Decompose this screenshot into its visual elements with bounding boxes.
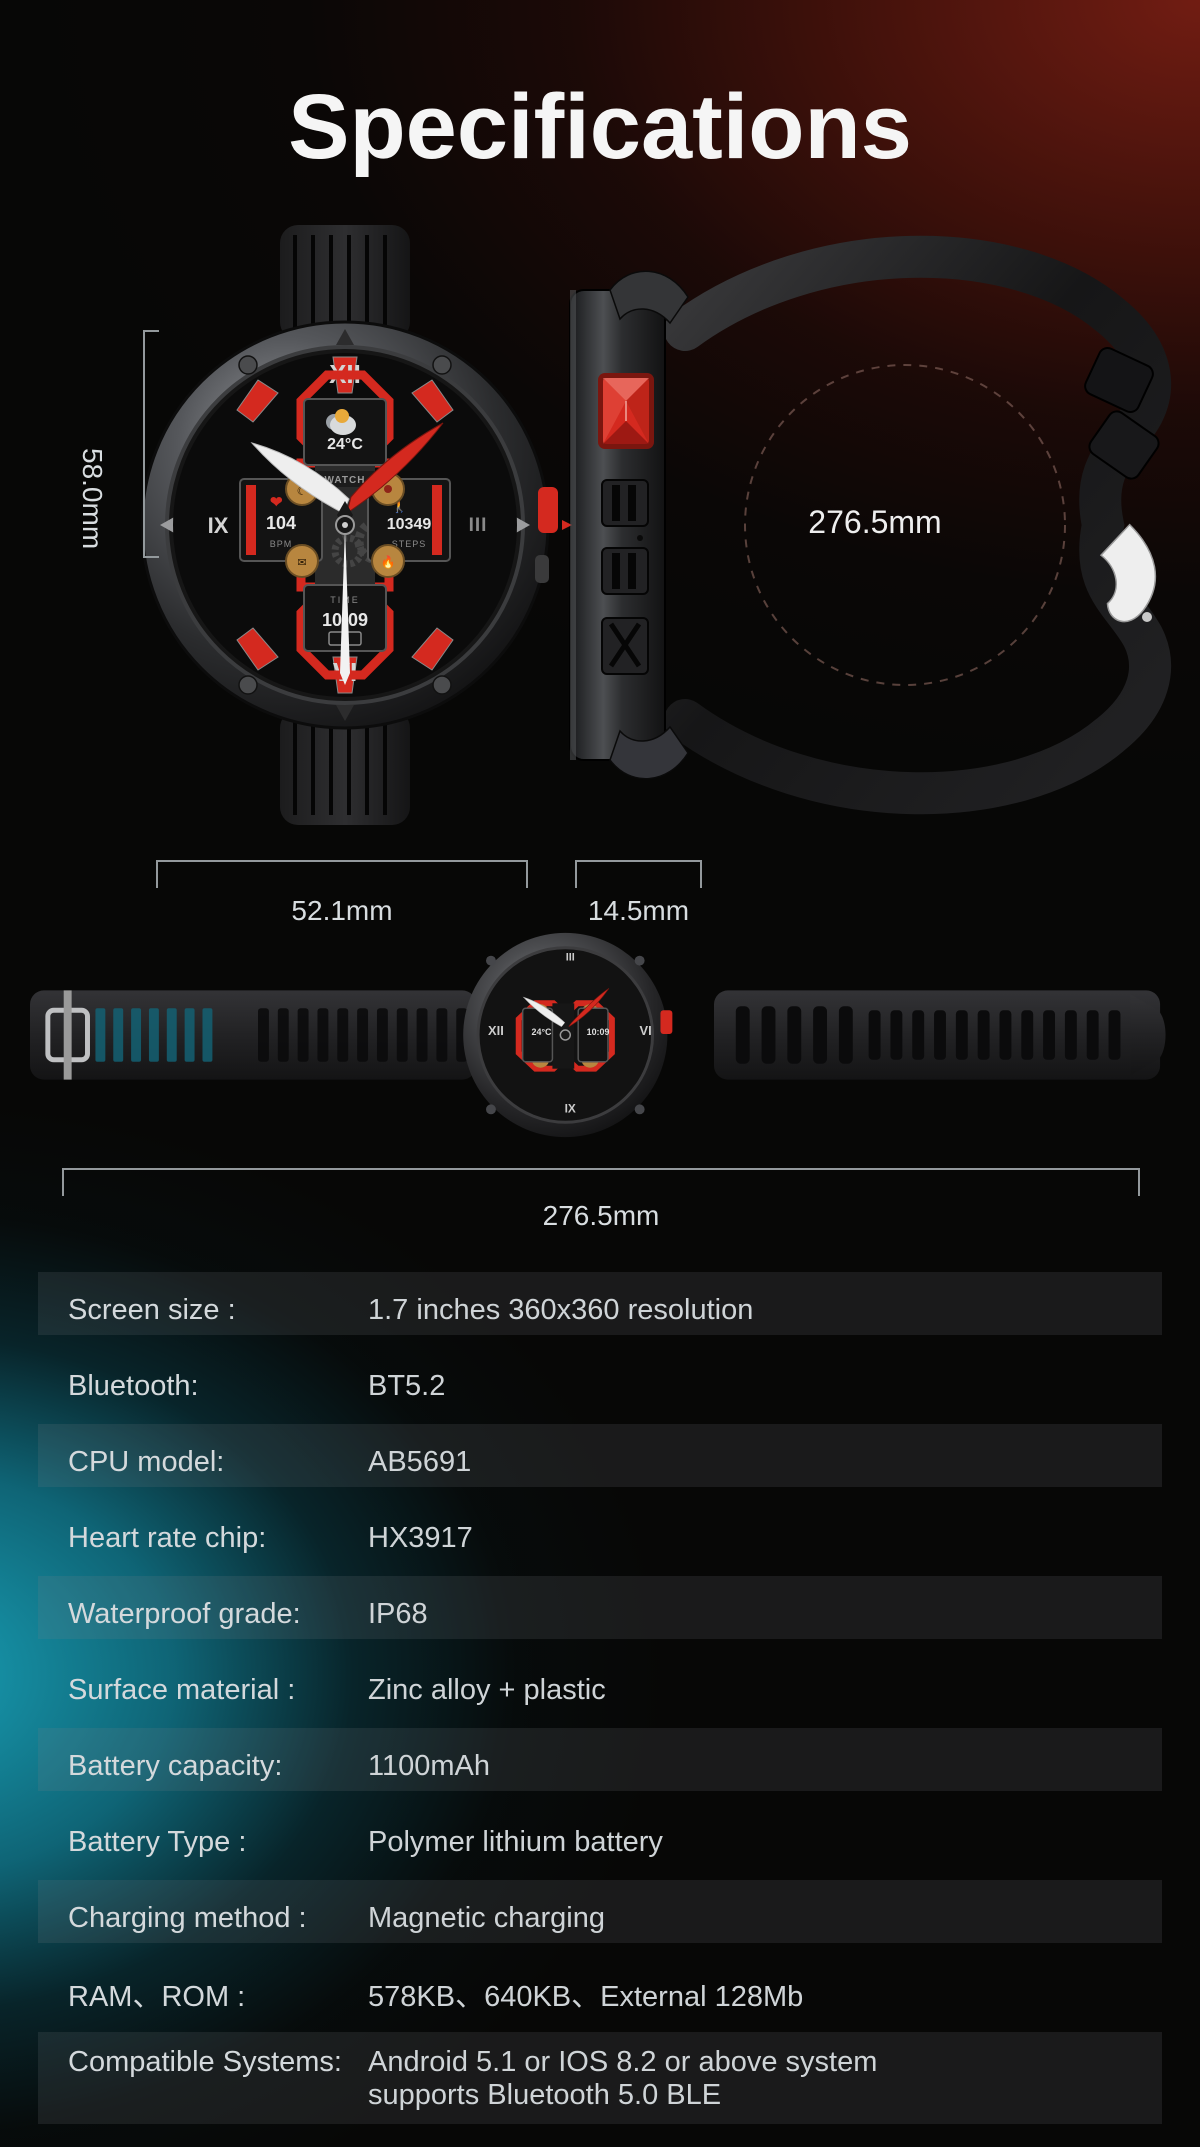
svg-text:IX: IX bbox=[565, 1101, 576, 1115]
svg-text:10:09: 10:09 bbox=[587, 1027, 610, 1037]
svg-text:🔥: 🔥 bbox=[381, 555, 396, 569]
svg-text:BPM: BPM bbox=[270, 539, 293, 549]
svg-text:10349: 10349 bbox=[387, 516, 432, 533]
svg-text:❤: ❤ bbox=[270, 494, 283, 511]
svg-text:IX: IX bbox=[208, 513, 229, 538]
svg-text:VI: VI bbox=[640, 1023, 652, 1038]
svg-text:III: III bbox=[469, 515, 488, 536]
svg-text:III: III bbox=[566, 952, 575, 964]
svg-text:104: 104 bbox=[266, 513, 296, 533]
svg-text:276.5mm: 276.5mm bbox=[808, 504, 941, 540]
svg-text:24°C: 24°C bbox=[532, 1027, 552, 1037]
svg-text:24°C: 24°C bbox=[327, 436, 363, 453]
svg-text:✉: ✉ bbox=[297, 557, 306, 569]
svg-text:XII: XII bbox=[488, 1023, 504, 1038]
